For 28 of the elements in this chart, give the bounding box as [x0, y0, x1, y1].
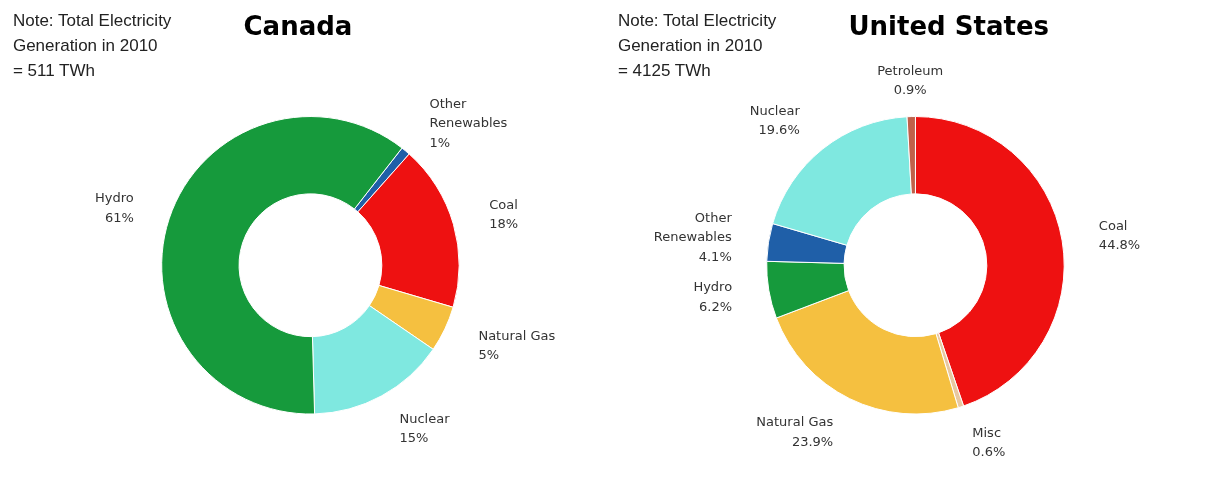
slice-label: Hydro: [95, 190, 134, 206]
slice-label: Petroleum: [877, 62, 944, 78]
slice-label: Hydro: [693, 279, 733, 295]
chart-title: United States: [848, 11, 1049, 42]
slice-label: Coal: [1098, 217, 1128, 233]
data-label: 44.8%: [1098, 237, 1141, 253]
data-label: 19.6%: [758, 122, 800, 138]
data-label: 18%: [489, 216, 519, 232]
data-label: 23.9%: [791, 433, 834, 449]
data-label: 0.6%: [972, 444, 1006, 460]
data-label: 4.1%: [698, 248, 732, 264]
data-label: 15%: [399, 430, 429, 446]
data-label: 1%: [429, 134, 451, 150]
slice-label: Misc: [972, 424, 1002, 440]
text: Note: Total Electricity Generation in 2010 = 511 TWh: [12, 11, 172, 80]
data-label: 6.2%: [699, 298, 733, 314]
slice-label: Natural Gas: [756, 414, 834, 430]
text: Note: Total Electricity Generation in 2010 = 4125 TWh: [617, 11, 777, 80]
slice-label: Other Renewables: [653, 209, 733, 245]
slice-label: Coal: [489, 196, 518, 212]
slice-label: Natural Gas: [478, 327, 556, 343]
slice-label: Nuclear: [399, 410, 451, 426]
slice-label: Nuclear: [749, 102, 801, 118]
slice-label: Other Renewables: [429, 95, 508, 131]
data-label: 0.9%: [893, 82, 927, 98]
data-label: 5%: [478, 347, 500, 363]
data-label: 61%: [104, 209, 134, 225]
chart-title: Canada: [243, 11, 353, 42]
